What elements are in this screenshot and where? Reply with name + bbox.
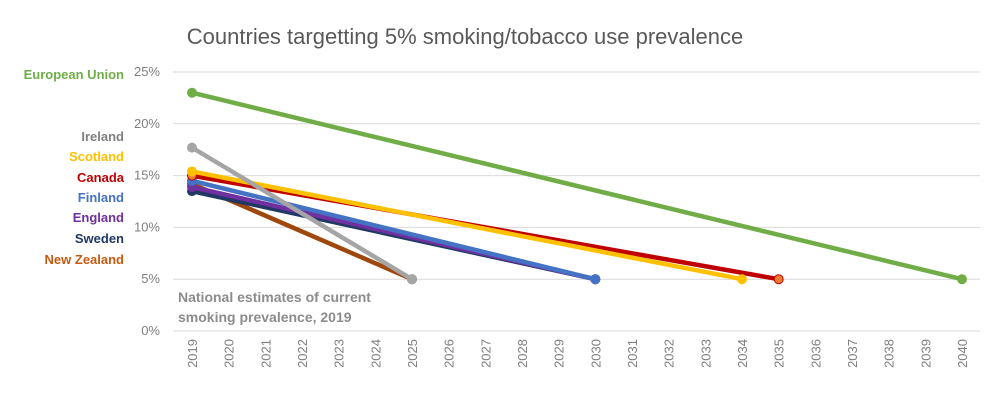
data-point-ireland	[407, 274, 417, 285]
series-line-ireland	[189, 145, 415, 282]
series-scotland	[187, 166, 747, 285]
series-ireland	[187, 142, 417, 285]
legend-label-sweden: Sweden	[75, 231, 124, 246]
x-axis-ticks: 2019 2020 2021 2022 2023 2024 2025 2026 2027 2028…	[185, 339, 970, 368]
x-tick-label: 2026	[442, 339, 457, 368]
y-tick-label: 0%	[141, 323, 160, 338]
series-lines	[187, 87, 967, 285]
legend: European Union Ireland Scotland Canada Finla…	[24, 67, 125, 267]
annotation-line-2: smoking prevalence, 2019	[178, 309, 352, 325]
x-tick-label: 2038	[882, 339, 897, 368]
data-point-ireland	[187, 142, 197, 153]
legend-label-england: England	[73, 210, 124, 225]
x-tick-label: 2025	[405, 339, 420, 368]
x-tick-label: 2022	[295, 339, 310, 368]
data-point-european-union	[957, 274, 967, 285]
x-tick-label: 2029	[552, 339, 567, 368]
y-axis-ticks: 0% 5% 10% 15% 20% 25%	[134, 64, 160, 338]
x-tick-label: 2028	[515, 339, 530, 368]
x-tick-label: 2039	[918, 339, 933, 368]
legend-label-european-union: European Union	[24, 67, 124, 82]
gridlines	[173, 71, 980, 332]
x-tick-label: 2030	[588, 339, 603, 368]
x-tick-label: 2034	[735, 339, 750, 368]
x-tick-label: 2033	[698, 339, 713, 368]
x-tick-label: 2031	[625, 339, 640, 368]
x-tick-label: 2020	[222, 339, 237, 368]
legend-label-finland: Finland	[78, 190, 124, 205]
y-tick-label: 5%	[141, 271, 160, 286]
data-point-european-union	[187, 87, 197, 98]
series-line-european-union	[189, 90, 965, 282]
chart-title: Countries targetting 5% smoking/tobacco …	[187, 24, 743, 49]
x-tick-label: 2032	[662, 339, 677, 368]
data-point-scotland	[187, 166, 197, 177]
x-tick-label: 2037	[845, 339, 860, 368]
series-line-scotland	[189, 169, 745, 282]
legend-label-new-zealand: New Zealand	[45, 252, 125, 267]
legend-label-canada: Canada	[77, 170, 125, 185]
series-line-finland	[189, 178, 598, 282]
annotation: National estimates of current smoking pr…	[178, 289, 371, 325]
x-tick-label: 2019	[185, 339, 200, 368]
x-tick-label: 2021	[258, 339, 273, 368]
legend-label-scotland: Scotland	[69, 149, 124, 164]
x-tick-label: 2036	[808, 339, 823, 368]
data-point-scotland	[737, 274, 747, 285]
y-tick-label: 20%	[134, 116, 160, 131]
x-tick-label: 2023	[332, 339, 347, 368]
series-european-union	[187, 87, 967, 285]
data-point-finland	[590, 274, 601, 285]
x-tick-label: 2027	[478, 339, 493, 368]
x-tick-label: 2035	[772, 339, 787, 368]
x-tick-label: 2024	[368, 339, 383, 368]
legend-label-ireland: Ireland	[81, 129, 124, 144]
y-tick-label: 25%	[134, 64, 160, 79]
x-tick-label: 2040	[955, 339, 970, 368]
y-tick-label: 15%	[134, 168, 160, 183]
annotation-line-1: National estimates of current	[178, 289, 371, 305]
y-tick-label: 10%	[134, 219, 160, 234]
data-point-canada	[773, 274, 784, 285]
